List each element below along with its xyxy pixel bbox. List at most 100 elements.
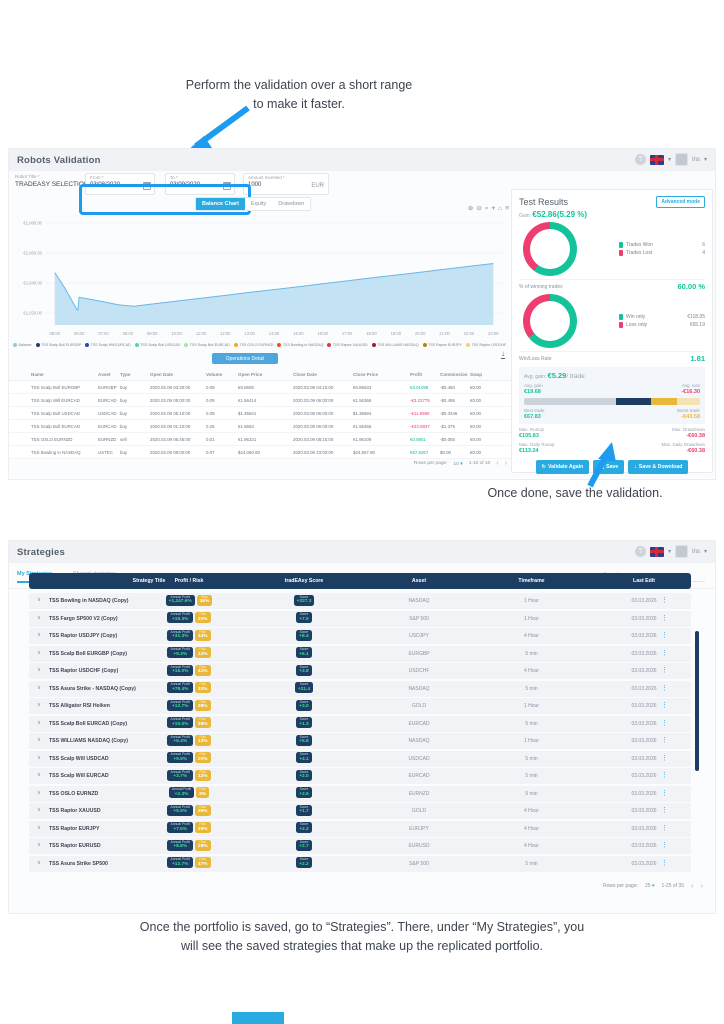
strategy-row[interactable]: ∨ TSS Scalp Will USDCAD Annual Profit +9.5%… [29, 750, 691, 767]
row-menu-icon[interactable]: ⋮ [661, 667, 668, 674]
strategy-row[interactable]: ∨ TSS WILLIAMS NASDAQ (Copy) Annual Profit… [29, 733, 691, 749]
rows-per-page-select[interactable]: 25 ▾ [645, 882, 655, 889]
expand-chevron-icon[interactable]: ∨ [37, 789, 42, 796]
expand-chevron-icon[interactable]: ∨ [37, 597, 42, 603]
column-header[interactable]: Swap [470, 372, 482, 377]
tab-balance-chart[interactable]: Balance Chart [196, 198, 245, 210]
row-menu-icon[interactable]: ⋮ [661, 772, 668, 779]
strategy-row[interactable]: ∨ TSS Scalp Will EURCAD Annual Profit +3.7%… [29, 768, 691, 784]
strategy-row[interactable]: ∨ TSS Bowling in NASDAQ (Copy) Annual Prof… [29, 593, 691, 609]
legend-item[interactable]: Balance [13, 343, 32, 347]
row-menu-icon[interactable]: ⋮ [661, 649, 668, 657]
strategy-row[interactable]: ∨ TSS Asura Strike SP500 Annual Profit +12.… [29, 855, 691, 872]
help-icon[interactable]: ? [634, 546, 646, 557]
column-header[interactable]: Open Price [238, 372, 263, 377]
row-menu-icon[interactable]: ⋮ [661, 702, 668, 709]
legend-item[interactable]: TSS OSLO EURNZD [233, 343, 273, 347]
pan-icon[interactable]: + [491, 205, 496, 212]
strategy-row[interactable]: ∨ TSS Fargo SP500 V2 (Copy) Annual Profit +… [29, 610, 691, 627]
row-menu-icon[interactable]: ⋮ [661, 824, 668, 832]
legend-item[interactable]: TSS Scalp Boll EURGBP [35, 343, 81, 347]
amount-invested-input[interactable]: Amount Invested * 1000 EUR [243, 173, 329, 195]
row-menu-icon[interactable]: ⋮ [661, 597, 668, 604]
prev-page-button[interactable]: ‹ [691, 881, 694, 890]
row-menu-icon[interactable]: ⋮ [661, 859, 668, 867]
zoom-in-icon[interactable]: ⊕ [467, 205, 474, 212]
legend-item[interactable]: TSS Scalp Will EURCAD [85, 343, 131, 347]
reset-view-icon[interactable]: ⌂ [498, 205, 503, 212]
operations-detail-button[interactable]: Operations Detail [212, 353, 278, 364]
chart-menu-icon[interactable]: ≡ [505, 205, 509, 212]
expand-chevron-icon[interactable]: ∨ [37, 807, 42, 813]
column-header[interactable]: Name [31, 372, 44, 377]
zoom-out-icon[interactable]: ⊖ [476, 205, 482, 212]
advanced-mode-button[interactable]: Advanced mode [656, 196, 705, 208]
strategy-row[interactable]: ∨ TSS Raptor USDCHF (Copy) Annual Profit +1… [29, 663, 691, 679]
operations-table-row[interactable]: TSS Scalp Boll EURGBP EURGBP buy 2020.03.09… [9, 381, 515, 394]
row-menu-icon[interactable]: ⋮ [661, 789, 668, 797]
row-menu-icon[interactable]: ⋮ [661, 632, 668, 639]
row-menu-icon[interactable]: ⋮ [661, 754, 668, 762]
column-header[interactable]: Open Date [150, 372, 173, 377]
user-avatar[interactable] [674, 545, 688, 558]
column-header[interactable]: Close Date [293, 372, 317, 377]
operations-table-row[interactable]: TSS Scalp Boll EURCAD EURCAD buy 2020.03.09… [9, 420, 515, 433]
column-header[interactable]: Volume [206, 372, 223, 377]
language-flag-icon[interactable] [649, 154, 664, 165]
legend-item[interactable]: TSS Raptor USDCHF [465, 343, 506, 347]
column-header[interactable]: tradEAsy Score [284, 578, 324, 584]
strategy-row[interactable]: ∨ TSS Raptor EURJPY Annual Profit +7.5% Risk… [29, 820, 691, 837]
legend-item[interactable]: TSS Raptor EURJPY [422, 343, 462, 347]
legend-item[interactable]: TSS WILLIAMS NASDAQ [371, 343, 419, 347]
expand-chevron-icon[interactable]: ∨ [37, 684, 42, 691]
calendar-icon[interactable] [223, 182, 231, 190]
calendar-icon[interactable] [143, 182, 151, 190]
column-header[interactable]: Last Edit [633, 578, 655, 584]
next-page-button[interactable]: › [700, 881, 704, 890]
row-menu-icon[interactable]: ⋮ [661, 614, 668, 622]
expand-chevron-icon[interactable]: ∨ [37, 614, 42, 621]
column-header[interactable]: Type [120, 372, 131, 377]
save-download-button[interactable]: ↓ Save & Download [628, 460, 689, 474]
strategy-row[interactable]: ∨ TSS Raptor XAUUSD Annual Profit +5.5% Risk… [29, 803, 691, 819]
prev-page-button[interactable]: ‹ [496, 460, 499, 467]
legend-item[interactable]: TSS Scalp Boll EURCAD [184, 343, 230, 347]
strategy-row[interactable]: ∨ TSS Alligator RSI Heiken Annual Profit +1… [29, 698, 691, 714]
strategy-row[interactable]: ∨ TSS Scalp Boll EURCAD (Copy) Annual Prof… [29, 715, 691, 732]
strategy-row[interactable]: ∨ TSS OSLO EURNZD Annual Profit +2.3% Risk 9%… [29, 785, 691, 802]
zoom-select-icon[interactable]: ⌕ [484, 205, 489, 212]
tab-drawdown[interactable]: Drawdown [272, 198, 311, 210]
user-avatar[interactable] [674, 153, 688, 166]
expand-chevron-icon[interactable]: ∨ [37, 719, 42, 726]
strategies-scrollbar[interactable] [695, 631, 699, 771]
row-menu-icon[interactable]: ⋮ [661, 719, 668, 727]
row-menu-icon[interactable]: ⋮ [661, 842, 668, 849]
user-menu-label[interactable]: Ins [691, 156, 700, 163]
from-date-input[interactable]: From * 03/08/2020 [85, 173, 155, 195]
expand-chevron-icon[interactable]: ∨ [37, 649, 42, 656]
operations-table-row[interactable]: TSS Scalp Boll USDCAD USDCAD buy 2020.03.09… [9, 407, 515, 420]
expand-chevron-icon[interactable]: ∨ [37, 772, 42, 778]
expand-chevron-icon[interactable]: ∨ [37, 824, 42, 831]
legend-item[interactable]: TSS Bowling in NASDAQ [277, 343, 323, 347]
expand-chevron-icon[interactable]: ∨ [37, 842, 42, 848]
operations-table-row[interactable]: TSS Scalp Will EURCAD EURCAD buy 2020.03.09… [9, 394, 515, 407]
language-flag-icon[interactable] [649, 546, 664, 557]
expand-chevron-icon[interactable]: ∨ [37, 737, 42, 743]
expand-chevron-icon[interactable]: ∨ [37, 667, 42, 673]
rows-per-page-select[interactable]: 10 ▾ [453, 460, 463, 467]
validate-again-button[interactable]: ↻ Validate Again [535, 460, 590, 474]
download-chart-icon[interactable]: ↓ [501, 349, 505, 359]
help-icon[interactable]: ? [634, 154, 646, 165]
column-header[interactable]: Close Price [353, 372, 379, 377]
column-header[interactable]: Timeframe [518, 578, 545, 584]
expand-chevron-icon[interactable]: ∨ [37, 632, 42, 638]
operations-table-row[interactable]: TSS OSLO EURNZD EURNZD sell 2020.03.09 06:4… [9, 433, 515, 446]
row-menu-icon[interactable]: ⋮ [661, 737, 668, 744]
operations-table-row[interactable]: TSS Bowling in NASDAQ USTEC buy 2020.03.09 … [9, 446, 515, 459]
expand-chevron-icon[interactable]: ∨ [37, 702, 42, 708]
strategy-row[interactable]: ∨ TSS Raptor USDJPY (Copy) Annual Profit +3… [29, 628, 691, 644]
column-header[interactable]: Profit [410, 372, 422, 377]
column-header[interactable]: Commission [440, 372, 468, 377]
to-date-input[interactable]: To * 03/09/2020 [165, 173, 235, 195]
